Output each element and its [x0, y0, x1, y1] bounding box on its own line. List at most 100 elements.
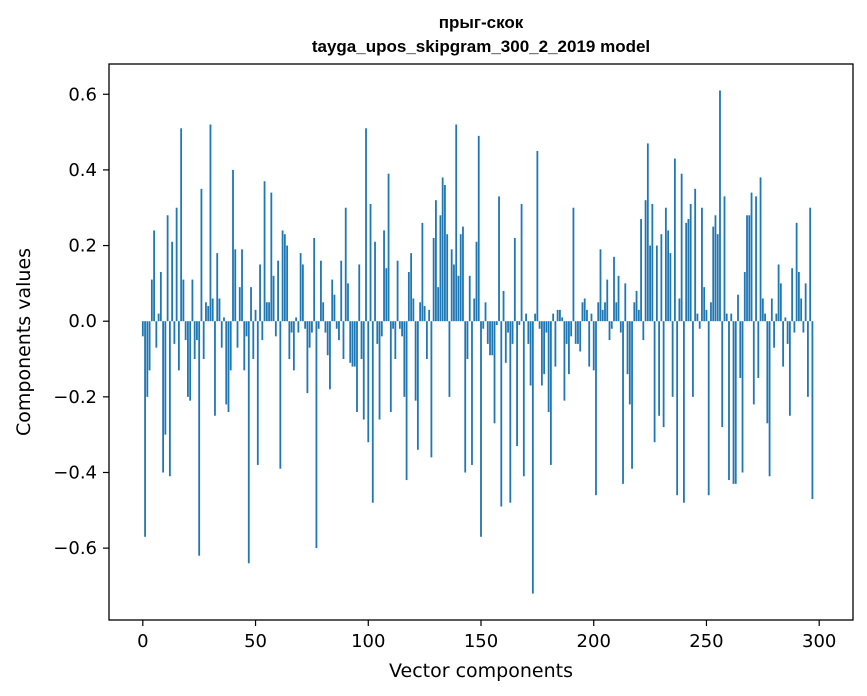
bar [342, 321, 345, 360]
bar [362, 321, 365, 420]
bar [175, 207, 178, 322]
bar [466, 321, 469, 360]
bar [419, 302, 422, 322]
bar [768, 321, 771, 477]
bar [378, 321, 381, 420]
bar [601, 309, 604, 322]
bar [168, 321, 171, 477]
bar [640, 219, 642, 322]
x-axis-ticks: 0 50 100 150 200 250 300 [137, 620, 836, 652]
bar [516, 321, 518, 447]
bar [597, 302, 600, 322]
bar [338, 321, 340, 341]
bar [184, 321, 187, 341]
bar [360, 321, 363, 360]
bar [148, 321, 151, 371]
bar [225, 321, 228, 405]
bar [556, 309, 559, 322]
bar [214, 321, 216, 416]
bar [315, 321, 318, 549]
bar [777, 264, 780, 322]
bar [365, 128, 367, 322]
bar [687, 219, 690, 322]
bar [592, 321, 595, 371]
bar [572, 207, 575, 322]
bar [662, 321, 665, 428]
bar [779, 283, 782, 322]
bar [588, 321, 591, 367]
bar [520, 203, 523, 322]
bar [680, 173, 683, 322]
bar [561, 317, 564, 322]
bar [732, 321, 735, 484]
bar [658, 321, 661, 416]
bar [797, 272, 800, 322]
bar [804, 283, 807, 322]
bar [394, 321, 397, 360]
bar [678, 298, 681, 322]
bar [482, 321, 485, 329]
bar [493, 321, 496, 424]
x-tick-label: 100 [351, 631, 385, 652]
bar [232, 169, 234, 322]
bar [773, 321, 775, 348]
bar [259, 264, 261, 322]
bar [288, 321, 291, 360]
bar [491, 321, 494, 356]
bar [290, 321, 293, 333]
bar [317, 321, 320, 329]
bar [322, 302, 325, 322]
bar [581, 302, 584, 322]
bar [685, 222, 688, 322]
bar [205, 302, 207, 322]
bar [281, 230, 284, 322]
bar [182, 279, 185, 322]
bar [741, 321, 744, 473]
chart-subtitle: tayga_upos_skipgram_300_2_2019 model [312, 37, 650, 56]
bar [220, 321, 223, 348]
bar [676, 321, 679, 496]
bar [428, 309, 431, 322]
bar [606, 279, 609, 322]
y-tick-label: 0.2 [68, 236, 97, 257]
bar [311, 321, 313, 333]
bar [313, 237, 316, 322]
bar [649, 245, 651, 322]
bar [719, 90, 721, 322]
bar [374, 241, 376, 322]
bar [552, 313, 555, 322]
bar [683, 321, 685, 503]
bar [166, 215, 169, 322]
bar [349, 321, 352, 363]
bar [568, 321, 570, 375]
bar [764, 313, 766, 322]
bar [265, 302, 268, 322]
y-tick-label: 0.6 [68, 84, 97, 105]
bar [608, 321, 611, 341]
bar [301, 264, 304, 322]
bar [752, 321, 755, 405]
bar [651, 203, 654, 322]
bar [410, 253, 413, 322]
bar [462, 226, 464, 322]
bar [450, 249, 453, 322]
bar [177, 321, 180, 371]
bar [292, 321, 295, 371]
bar [396, 260, 399, 322]
bar [283, 234, 286, 322]
chart-title: прыг-скок [439, 13, 524, 32]
plot-frame [108, 63, 854, 621]
x-tick-label: 150 [464, 631, 498, 652]
bar [439, 215, 442, 322]
bar [189, 321, 192, 401]
bar [734, 321, 737, 484]
bar [671, 321, 674, 397]
bar [513, 237, 516, 322]
bar [331, 279, 334, 322]
bars-group [141, 90, 814, 594]
bar [453, 264, 455, 322]
bar [673, 158, 676, 322]
bar [218, 298, 221, 322]
